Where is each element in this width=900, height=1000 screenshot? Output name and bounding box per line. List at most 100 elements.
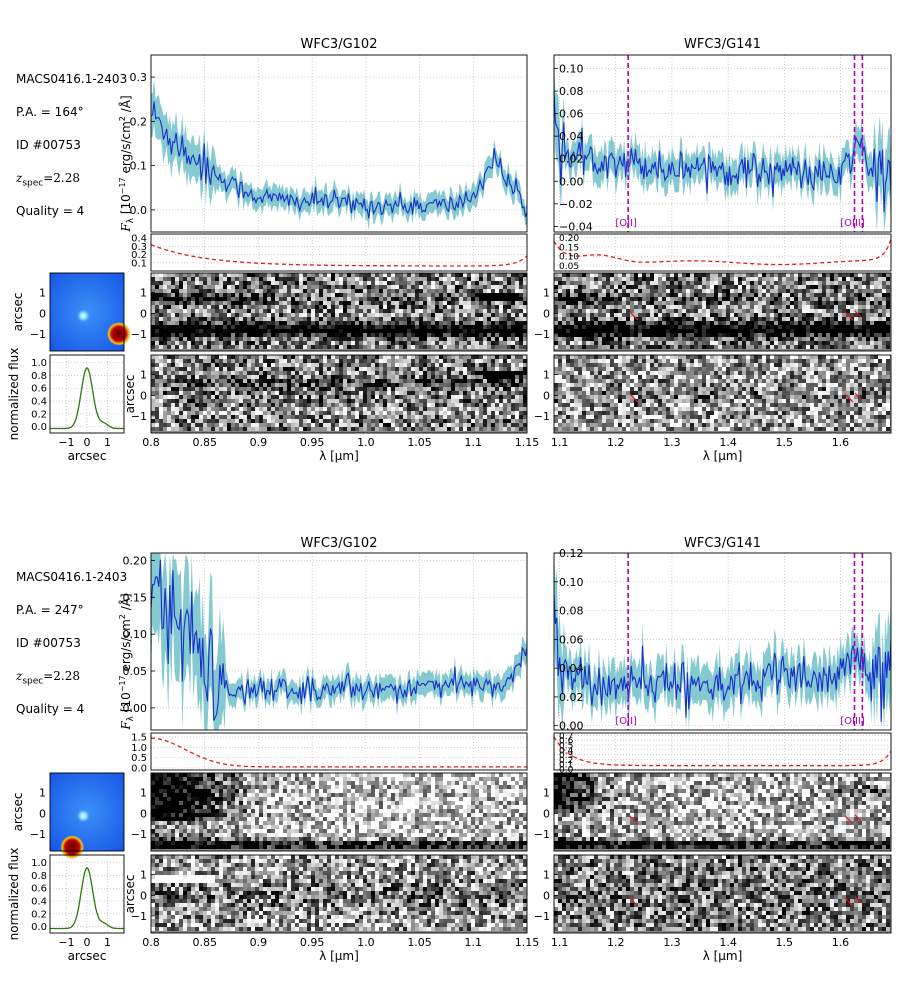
pixel	[626, 317, 630, 321]
pixel	[511, 313, 515, 317]
pixel	[746, 293, 750, 297]
pixel	[315, 301, 319, 305]
pixel	[447, 387, 451, 391]
pixel	[586, 281, 590, 285]
pixel	[215, 355, 219, 359]
pixel	[866, 313, 870, 317]
pixel	[339, 273, 343, 277]
pixel	[523, 371, 527, 375]
pixel	[702, 305, 706, 309]
pixel	[642, 293, 646, 297]
tick-label: 0.2	[130, 115, 148, 128]
pixel	[403, 305, 407, 309]
pixel	[375, 411, 379, 415]
pixel	[187, 407, 191, 411]
pixel	[475, 325, 479, 329]
pixel	[862, 305, 866, 309]
pixel	[175, 301, 179, 305]
pixel	[387, 363, 391, 367]
pixel	[311, 407, 315, 411]
pixel	[566, 329, 570, 333]
pixel	[207, 313, 211, 317]
pixel	[463, 277, 467, 281]
pixel	[451, 285, 455, 289]
pixel	[558, 333, 562, 337]
pixel	[319, 419, 323, 423]
pixel	[307, 411, 311, 415]
pixel	[614, 325, 618, 329]
pixel	[570, 281, 574, 285]
pixel	[471, 423, 475, 427]
pixel	[307, 317, 311, 321]
pixel	[163, 273, 167, 277]
pixel	[594, 309, 598, 313]
pixel	[415, 379, 419, 383]
pixel	[199, 415, 203, 419]
pixel	[554, 281, 558, 285]
pixel	[646, 277, 650, 281]
pixel	[239, 345, 243, 349]
pixel	[403, 337, 407, 341]
pixel	[243, 293, 247, 297]
pixel	[642, 333, 646, 337]
pixel	[782, 273, 786, 277]
pixel	[339, 399, 343, 403]
pixel	[287, 273, 291, 277]
pixel	[467, 391, 471, 395]
pixel	[235, 289, 239, 293]
pixel	[387, 407, 391, 411]
pixel	[191, 305, 195, 309]
pixel	[275, 325, 279, 329]
pixel	[459, 281, 463, 285]
pixel	[379, 333, 383, 337]
pixel	[195, 341, 199, 345]
pixel	[451, 363, 455, 367]
pixel	[311, 297, 315, 301]
pixel	[311, 403, 315, 407]
pixel	[411, 305, 415, 309]
pixel	[155, 281, 159, 285]
pixel	[331, 301, 335, 305]
pixel	[499, 363, 503, 367]
pixel	[471, 313, 475, 317]
pixel	[431, 399, 435, 403]
pixel	[247, 387, 251, 391]
pixel	[303, 371, 307, 375]
pixel	[842, 317, 846, 321]
pixel	[187, 281, 191, 285]
pixel	[247, 403, 251, 407]
pixel	[379, 341, 383, 345]
pixel	[231, 407, 235, 411]
pixel	[163, 383, 167, 387]
pixel	[203, 333, 207, 337]
pixel	[275, 387, 279, 391]
pixel	[291, 371, 295, 375]
pixel	[790, 297, 794, 301]
pixel	[487, 277, 491, 281]
pixel	[171, 403, 175, 407]
pixel	[199, 317, 203, 321]
pixel	[471, 289, 475, 293]
pixel	[447, 273, 451, 277]
pixel	[399, 355, 403, 359]
pixel	[395, 301, 399, 305]
pixel	[870, 273, 874, 277]
pixel	[195, 285, 199, 289]
pixel	[163, 415, 167, 419]
pixel	[187, 387, 191, 391]
pixel	[291, 325, 295, 329]
pixel	[283, 277, 287, 281]
pixel	[179, 293, 183, 297]
flux-label-part: erg/s/cm	[119, 121, 133, 177]
pixel	[151, 359, 155, 363]
pixel	[491, 297, 495, 301]
pixel	[215, 277, 219, 281]
pixel	[355, 285, 359, 289]
pixel	[638, 329, 642, 333]
pixel	[247, 301, 251, 305]
pixel	[383, 427, 387, 431]
pixel	[219, 391, 223, 395]
pixel	[483, 411, 487, 415]
pixel	[235, 337, 239, 341]
pixel	[738, 273, 742, 277]
